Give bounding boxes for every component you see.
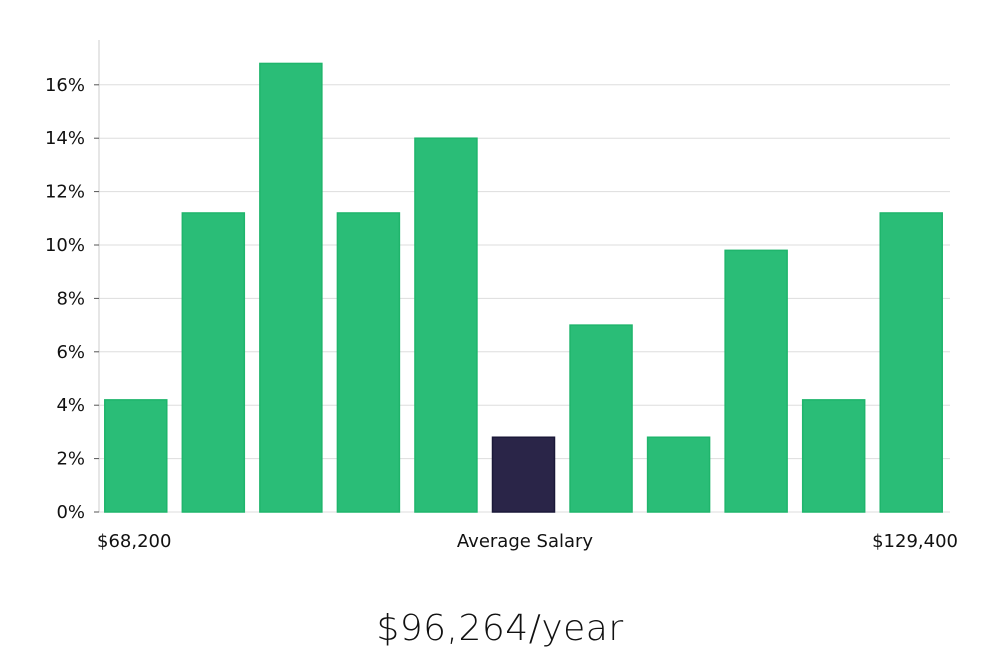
x-max-label: $129,400 (872, 531, 958, 552)
bar (724, 249, 788, 513)
y-tick-label: 10% (45, 235, 85, 256)
salary-distribution-chart: 0% 2% 4% 6% 8% 10% 12% 14% 16% $68,200 Average S… (45, 40, 958, 552)
bar (414, 137, 478, 513)
bar (104, 399, 168, 513)
y-tick-labels: 0% 2% 4% 6% 8% 10% 12% 14% 16% (45, 75, 99, 523)
y-tick-label: 2% (56, 449, 85, 470)
bar (801, 399, 866, 513)
y-tick-label: 8% (56, 288, 85, 309)
y-tick-label: 4% (56, 395, 85, 416)
bar (879, 212, 943, 513)
bar (646, 436, 711, 513)
y-tick-label: 0% (56, 502, 85, 523)
bar (569, 324, 633, 513)
bar (181, 212, 246, 513)
average-salary-value: $96,264/year (376, 608, 624, 649)
y-tick-label: 14% (45, 128, 85, 149)
bar (259, 62, 323, 513)
y-tick-label: 12% (45, 182, 85, 203)
y-tick-label: 16% (45, 75, 85, 96)
bar-average-salary (491, 436, 556, 513)
bars (104, 62, 943, 513)
x-center-label: Average Salary (457, 531, 594, 552)
x-min-label: $68,200 (97, 531, 171, 552)
y-tick-label: 6% (56, 342, 85, 363)
bar (336, 212, 401, 513)
